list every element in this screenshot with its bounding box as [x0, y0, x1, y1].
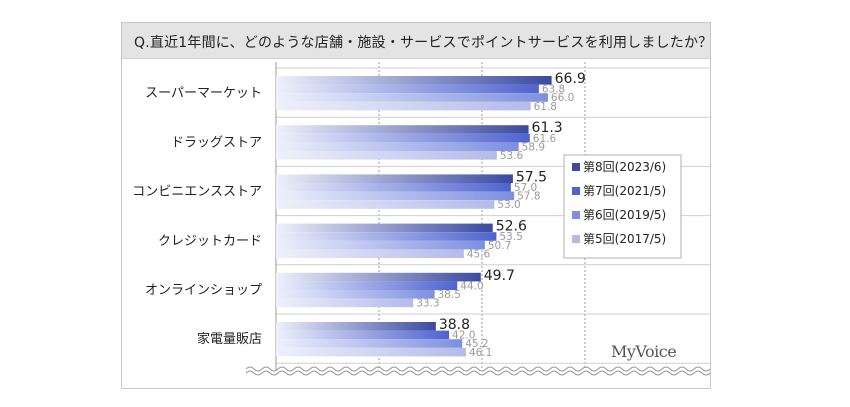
data-label: 53.6	[500, 150, 524, 162]
bar	[276, 322, 436, 331]
bar	[276, 101, 531, 111]
category-label: オンラインショップ	[145, 283, 262, 298]
bar	[276, 249, 464, 258]
break-line	[245, 370, 711, 376]
bar	[276, 125, 529, 134]
bar	[276, 84, 539, 94]
data-label: 50.7	[488, 240, 511, 252]
legend-label: 第7回(2021/5)	[583, 184, 666, 198]
data-label: 53.0	[497, 199, 520, 211]
data-label: 44.0	[460, 280, 483, 292]
data-label: 57.5	[516, 169, 547, 185]
category-label: スーパーマーケット	[145, 86, 262, 101]
data-label: 57.8	[517, 191, 540, 203]
bar	[276, 183, 511, 192]
bar	[276, 133, 530, 143]
bar	[276, 76, 552, 85]
bar	[276, 240, 485, 250]
bar	[276, 151, 497, 160]
question-header: Q.直近1年間に、どのような店舗・施設・サービスでポイントサービスを利用しました…	[122, 23, 713, 59]
bar	[276, 191, 515, 201]
break-line	[245, 366, 711, 372]
data-label: 58.9	[522, 141, 545, 153]
data-label: 53.5	[499, 231, 522, 243]
question-text: Q.直近1年間に、どのような店舗・施設・サービスでポイントサービスを利用しました…	[134, 35, 713, 51]
legend-swatch	[572, 163, 580, 171]
data-label: 38.8	[439, 317, 470, 333]
bar	[276, 290, 435, 299]
data-label: 49.7	[484, 268, 515, 284]
labels-layer: スーパーマーケット 66.963.866.061.8 ドラッグストア 61.361.6…	[132, 71, 586, 359]
legend-swatch	[572, 235, 580, 243]
data-label: 45.6	[467, 248, 491, 260]
data-label: 66.0	[551, 92, 574, 104]
legend-swatch	[572, 187, 580, 195]
data-label: 61.6	[533, 133, 557, 145]
bar	[276, 93, 548, 102]
bar	[276, 200, 495, 209]
brand-logo: MyVoice	[611, 342, 677, 361]
legend-box	[563, 154, 682, 259]
bar	[276, 298, 414, 308]
legend-label: 第5回(2017/5)	[583, 232, 666, 246]
data-label: 38.5	[438, 289, 461, 301]
data-label: 57.0	[514, 182, 537, 194]
legend: 第8回(2023/6) 第7回(2021/5) 第6回(2019/5) 第5回(201…	[563, 154, 682, 259]
category-label: コンビニエンスストア	[132, 185, 262, 200]
data-label: 52.6	[496, 219, 527, 235]
legend-label: 第6回(2019/5)	[583, 208, 666, 222]
data-label: 33.3	[416, 298, 439, 310]
bar	[276, 223, 493, 233]
data-label: 63.8	[542, 84, 565, 96]
data-label: 66.9	[555, 71, 586, 87]
legend-swatch	[572, 211, 580, 219]
bar	[276, 347, 466, 357]
data-label: 61.3	[532, 120, 563, 136]
bar	[276, 281, 458, 290]
bars-layer	[276, 76, 552, 357]
legend-label: 第8回(2023/6)	[583, 160, 666, 174]
category-label: ドラッグストア	[171, 135, 262, 150]
data-label: 46.1	[469, 347, 492, 359]
bar	[276, 232, 497, 241]
axis-break-wave	[245, 366, 711, 376]
bar	[276, 339, 463, 348]
category-label: 家電量販店	[197, 331, 262, 347]
grid-layer	[275, 62, 710, 370]
category-label: クレジットカード	[158, 234, 262, 249]
data-label: 42.0	[452, 330, 475, 342]
bar	[276, 330, 450, 340]
bar	[276, 272, 481, 282]
data-label: 61.8	[534, 101, 557, 113]
bar	[276, 174, 513, 183]
bar	[276, 142, 519, 151]
data-label: 45.2	[465, 338, 488, 350]
